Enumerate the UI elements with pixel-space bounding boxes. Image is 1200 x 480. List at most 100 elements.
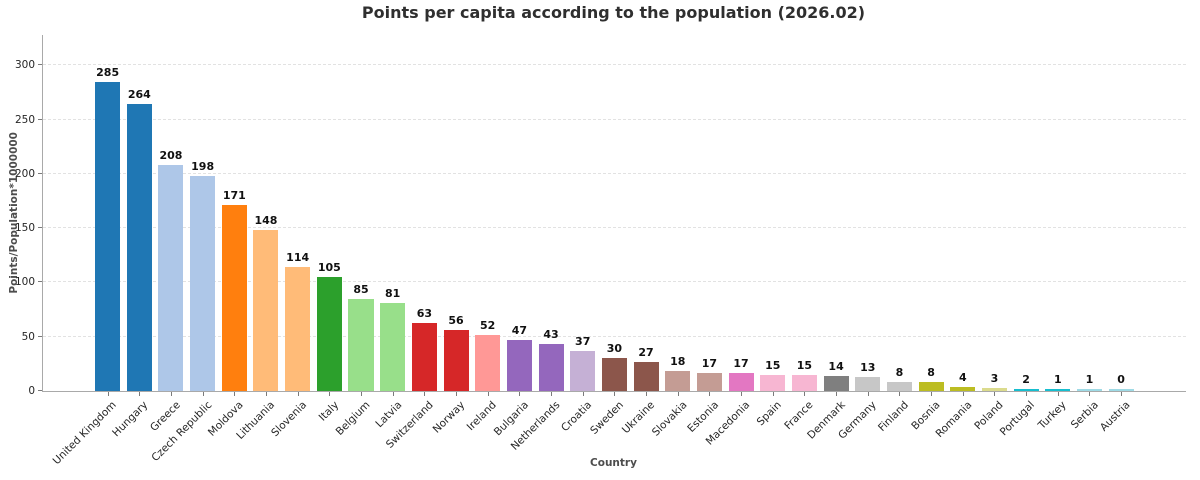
bar-slot-bulgaria: 47 — [504, 35, 536, 396]
y-tick-label-50: 50 — [21, 330, 35, 343]
x-tick-label-austria: Austria — [1097, 399, 1133, 434]
bar-value-label-slovenia: 114 — [286, 251, 310, 265]
bar-slot-croatia: 37 — [567, 35, 599, 396]
bar-bosnia — [918, 382, 944, 391]
y-tick-mark — [38, 390, 42, 391]
bar-slot-latvia: 81 — [377, 35, 409, 396]
bar-slovakia — [665, 371, 691, 391]
y-tick-mark — [38, 64, 42, 66]
bar-value-label-sweden: 30 — [606, 342, 623, 356]
bar-value-label-italy: 105 — [317, 261, 341, 275]
bar-romania — [950, 386, 976, 391]
y-tick-mark — [38, 335, 42, 337]
y-tick-label-150: 150 — [14, 222, 35, 235]
bar-value-label-ukraine: 27 — [638, 345, 654, 359]
bar-slot-serbia: 1 — [1074, 35, 1106, 396]
bar-italy — [316, 277, 342, 391]
bar-slot-sweden: 30 — [599, 35, 631, 396]
x-tick-mark — [1089, 392, 1091, 396]
bar-slot-estonia: 17 — [694, 35, 726, 396]
bar-slot-romania: 4 — [947, 35, 979, 396]
x-tick-label-serbia: Serbia — [1068, 399, 1101, 432]
bar-slot-slovakia: 18 — [662, 35, 694, 396]
bar-value-label-bosnia: 8 — [927, 366, 935, 380]
bar-serbia — [1076, 389, 1102, 391]
bar-germany — [855, 376, 881, 391]
x-tick-mark — [361, 392, 362, 396]
x-tick-mark — [867, 392, 869, 396]
bar-slot-portugal: 2 — [1010, 35, 1042, 396]
x-tick-mark — [551, 392, 553, 396]
x-tick-mark — [582, 392, 584, 396]
bar-slot-ukraine: 27 — [630, 35, 662, 396]
bar-value-label-united-kingdom: 285 — [96, 65, 120, 79]
bar-value-label-portugal: 2 — [1022, 372, 1030, 386]
y-tick-mark — [38, 118, 42, 120]
bar-value-label-denmark: 14 — [828, 359, 844, 373]
x-tick-label-spain: Spain — [754, 399, 785, 429]
x-tick-mark — [202, 392, 204, 396]
bar-slovenia — [285, 267, 311, 391]
bar-slot-switzerland: 63 — [409, 35, 441, 396]
bar-slot-slovenia: 114 — [282, 35, 314, 396]
bar-value-label-latvia: 81 — [385, 287, 401, 301]
x-tick-mark — [741, 392, 743, 396]
bar-value-label-bulgaria: 47 — [511, 324, 528, 337]
x-tick-mark — [139, 392, 141, 396]
bar-netherlands — [538, 344, 564, 391]
bar-slot-france: 15 — [789, 35, 821, 396]
bar-spain — [760, 374, 786, 391]
gridline-150 — [43, 227, 1186, 229]
bar-macedonia — [728, 372, 754, 391]
bar-slot-spain: 15 — [757, 35, 789, 396]
bar-slot-macedonia: 17 — [725, 35, 757, 396]
y-tick-label-0: 0 — [28, 385, 35, 397]
bar-value-label-czech-republic: 198 — [191, 160, 215, 174]
y-tick-mark — [38, 172, 42, 174]
bar-lithuania — [253, 230, 279, 391]
x-tick-mark — [677, 392, 679, 396]
x-tick-label-turkey: Turkey — [1036, 399, 1070, 432]
bar-bulgaria — [506, 340, 532, 391]
bar-value-label-belgium: 85 — [353, 282, 369, 296]
plot-area: 0 50 100 150 200 250 300 285 264 208 198 171 148 114… — [15, 35, 1186, 467]
bar-slot-united-kingdom: 285 — [92, 35, 124, 396]
x-tick-mark — [1121, 392, 1123, 396]
bar-slot-denmark: 14 — [820, 35, 852, 396]
bar-value-label-germany: 13 — [860, 360, 876, 374]
y-axis-label: Points/Population*1000000 — [8, 35, 20, 391]
bar-value-label-romania: 4 — [958, 370, 967, 384]
bar-sweden — [601, 358, 627, 391]
bar-value-label-lithuania: 148 — [254, 214, 278, 228]
x-tick-label-italy: Italy — [316, 399, 341, 424]
gridline-250 — [43, 118, 1186, 120]
x-tick-mark — [709, 392, 711, 396]
bar-value-label-france: 15 — [796, 358, 813, 372]
bar-slot-lithuania: 148 — [250, 35, 282, 396]
y-tick-label-250: 250 — [14, 113, 35, 126]
x-tick-mark — [456, 392, 458, 396]
x-tick-mark — [519, 392, 521, 396]
x-tick-label-sweden: Sweden — [587, 399, 626, 437]
bar-turkey — [1045, 389, 1071, 391]
gridline-200 — [43, 172, 1186, 174]
bar-slot-belgium: 85 — [345, 35, 377, 396]
x-tick-mark — [1057, 392, 1059, 396]
x-tick-mark — [994, 392, 996, 396]
x-tick-mark — [836, 392, 838, 396]
bar-estonia — [696, 372, 722, 391]
x-tick-mark — [297, 392, 299, 396]
bar-value-label-turkey: 1 — [1053, 373, 1062, 387]
x-tick-mark — [899, 392, 901, 396]
y-tick-mark — [38, 281, 42, 283]
bar-value-label-moldova: 171 — [222, 189, 246, 203]
x-tick-label-norway: Norway — [430, 399, 468, 436]
bar-denmark — [823, 375, 849, 391]
bar-belgium — [348, 298, 374, 391]
x-tick-mark — [646, 392, 648, 396]
gridline-100 — [43, 281, 1186, 283]
x-tick-mark — [424, 392, 426, 396]
bar-slot-czech-republic: 198 — [187, 35, 219, 396]
bar-hungary — [126, 104, 152, 391]
